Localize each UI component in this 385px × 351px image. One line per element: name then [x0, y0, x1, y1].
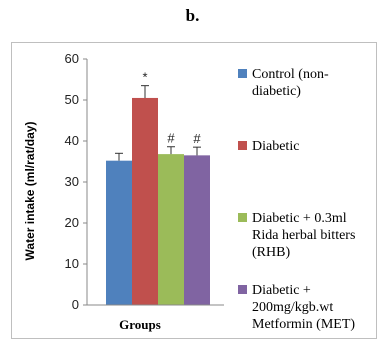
legend-swatch	[238, 213, 247, 222]
legend-swatch	[238, 285, 247, 294]
legend-label: Metformin (MET)	[252, 317, 355, 332]
bar	[158, 154, 184, 305]
y-tick-label: 50	[65, 92, 79, 107]
y-tick-label: 40	[65, 133, 79, 148]
y-tick-label: 60	[65, 51, 79, 66]
bar	[132, 97, 158, 305]
legend-label: diabetic)	[252, 84, 301, 99]
significance-marker: #	[167, 131, 175, 146]
legend-swatch	[238, 69, 247, 78]
panel-label: b.	[185, 6, 200, 25]
legend-label: Control (non-	[252, 67, 329, 82]
legend-swatch	[238, 141, 247, 150]
y-axis-title: Water intake (ml/rat/day)	[23, 122, 37, 261]
legend-label: (RHB)	[252, 245, 290, 260]
y-tick-label: 10	[65, 256, 79, 271]
legend-label: 200mg/kgb.wt	[252, 300, 333, 315]
x-axis-title: Groups	[119, 317, 161, 332]
legend-label: Rida herbal bitters	[252, 228, 355, 243]
bar-chart: Water intake (ml/rat/day) 0102030405060 …	[23, 51, 355, 332]
y-tick-label: 20	[65, 215, 79, 230]
bar	[184, 155, 210, 305]
legend-label: Diabetic +	[252, 283, 311, 298]
chart-area: Water intake (ml/rat/day) 0 10 20 30 40 50 60 …	[11, 42, 377, 339]
significance-marker: *	[142, 70, 147, 85]
y-tick-label: 0	[72, 297, 79, 312]
significance-marker: #	[193, 131, 201, 146]
legend-label: Diabetic + 0.3ml	[252, 211, 347, 226]
y-tick-label: 30	[65, 174, 79, 189]
legend-label: Diabetic	[252, 139, 299, 154]
bar	[106, 160, 132, 305]
